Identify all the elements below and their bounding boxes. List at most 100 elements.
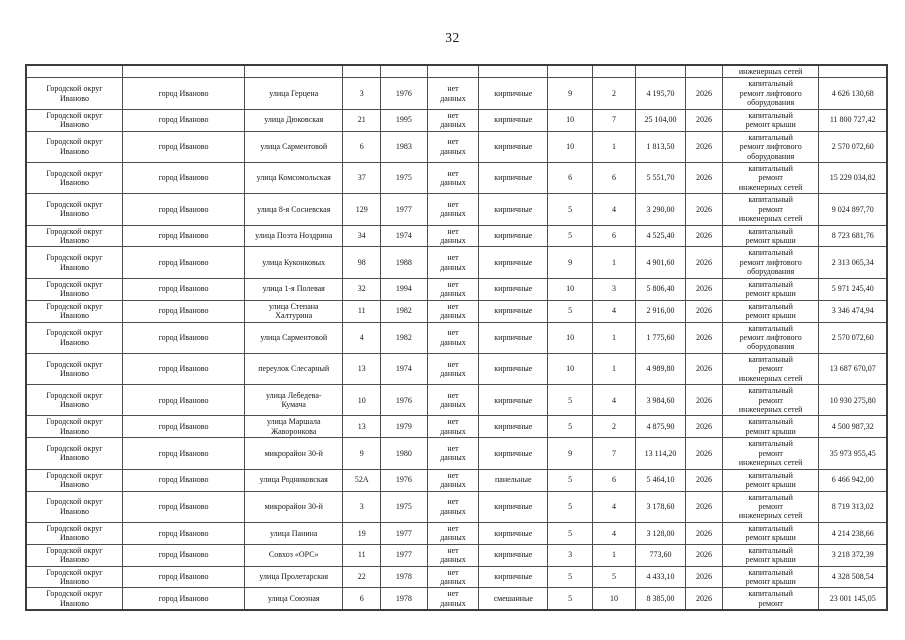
settlement-cell: город Иваново (121, 277, 246, 301)
data-status-cell (426, 64, 480, 79)
planned-year-cell: 2026 (684, 130, 723, 163)
settlement-cell: город Иваново (121, 384, 246, 417)
municipality-cell: Городской округ Иваново (25, 521, 123, 545)
data-status-cell: нет данных (426, 587, 480, 611)
house-number-cell: 129 (342, 193, 382, 226)
street-cell: улица Сарментовой (244, 130, 344, 163)
settlement-cell: город Иваново (121, 437, 246, 470)
settlement-cell (121, 64, 246, 79)
table-row: Городской округ Иваново город Иваново улиц… (25, 321, 888, 354)
house-number-cell: 9 (342, 437, 382, 470)
municipality-cell: Городской округ Иваново (25, 565, 123, 589)
municipality-cell: Городской округ Иваново (25, 321, 123, 354)
data-status-cell: нет данных (426, 415, 480, 439)
data-status-cell: нет данных (426, 543, 480, 567)
data-status-cell: нет данных (426, 384, 480, 417)
floors-cell: 9 (547, 437, 593, 470)
cost-rub-cell: 23 001 145,05 (818, 587, 888, 611)
area-sqm-cell: 4 525,40 (635, 224, 686, 248)
repair-type-cell: капитальный ремонт крыши (721, 543, 820, 567)
year-built-cell: 1994 (380, 277, 428, 301)
repair-type-cell: капитальный ремонт лифтового оборудовани… (721, 246, 820, 279)
street-cell: улица Степана Халтурина (244, 299, 344, 323)
floors-cell (547, 64, 593, 79)
year-built-cell: 1976 (380, 384, 428, 417)
data-status-cell: нет данных (426, 565, 480, 589)
table-row: Городской округ Иваново город Иваново улиц… (25, 384, 888, 417)
planned-year-cell: 2026 (684, 437, 723, 470)
planned-year-cell: 2026 (684, 193, 723, 226)
area-sqm-cell: 4 875,90 (635, 415, 686, 439)
table-row: Городской округ Иваново город Иваново улиц… (25, 130, 888, 163)
street-cell: улица Лебедева- Кумача (244, 384, 344, 417)
cost-rub-cell: 8 719 313,02 (818, 490, 888, 523)
planned-year-cell: 2026 (684, 490, 723, 523)
year-built-cell: 1978 (380, 565, 428, 589)
data-status-cell: нет данных (426, 468, 480, 492)
municipality-cell: Городской округ Иваново (25, 415, 123, 439)
cost-rub-cell: 4 500 987,32 (818, 415, 888, 439)
entrances-cell: 1 (591, 352, 637, 386)
planned-year-cell: 2026 (684, 108, 723, 132)
table-row: Городской округ Иваново город Иваново улиц… (25, 299, 888, 323)
entrances-cell (591, 64, 637, 79)
house-number-cell: 32 (342, 277, 382, 301)
floors-cell: 5 (547, 587, 593, 611)
table-row: Городской округ Иваново город Иваново улиц… (25, 193, 888, 226)
table-row: Городской округ Иваново город Иваново Совх… (25, 543, 888, 567)
floors-cell: 9 (547, 77, 593, 110)
cost-rub-cell: 5 971 245,40 (818, 277, 888, 301)
municipality-cell: Городской округ Иваново (25, 193, 123, 226)
municipality-cell (25, 64, 123, 79)
entrances-cell: 4 (591, 521, 637, 545)
repair-type-cell: капитальный ремонт крыши (721, 468, 820, 492)
floors-cell: 5 (547, 490, 593, 523)
wall-material-cell: кирпичные (478, 384, 549, 417)
table-row: Городской округ Иваново город Иваново улиц… (25, 415, 888, 439)
planned-year-cell: 2026 (684, 384, 723, 417)
table-row: Городской округ Иваново город Иваново улиц… (25, 161, 888, 195)
street-cell: улица Куконковых (244, 246, 344, 279)
wall-material-cell: кирпичные (478, 352, 549, 386)
wall-material-cell: кирпичные (478, 130, 549, 163)
planned-year-cell: 2026 (684, 352, 723, 386)
municipality-cell: Городской округ Иваново (25, 246, 123, 279)
year-built-cell: 1975 (380, 161, 428, 195)
entrances-cell: 4 (591, 193, 637, 226)
table-row: Городской округ Иваново город Иваново пере… (25, 352, 888, 386)
data-status-cell: нет данных (426, 108, 480, 132)
wall-material-cell: кирпичные (478, 77, 549, 110)
area-sqm-cell: 4 901,60 (635, 246, 686, 279)
repair-type-cell: капитальный ремонт инженерных сетей (721, 161, 820, 195)
entrances-cell: 7 (591, 437, 637, 470)
municipality-cell: Городской округ Иваново (25, 277, 123, 301)
settlement-cell: город Иваново (121, 246, 246, 279)
repair-table: инженерных сетей Городской округ Иваново г… (25, 64, 888, 612)
year-built-cell: 1976 (380, 468, 428, 492)
municipality-cell: Городской округ Иваново (25, 490, 123, 523)
data-status-cell: нет данных (426, 161, 480, 195)
page-number: 32 (445, 30, 460, 45)
settlement-cell: город Иваново (121, 130, 246, 163)
floors-cell: 10 (547, 352, 593, 386)
house-number-cell: 22 (342, 565, 382, 589)
settlement-cell: город Иваново (121, 108, 246, 132)
repair-type-cell: капитальный ремонт лифтового оборудовани… (721, 321, 820, 354)
house-number-cell: 6 (342, 587, 382, 611)
year-built-cell: 1975 (380, 490, 428, 523)
entrances-cell: 1 (591, 130, 637, 163)
wall-material-cell: смешанные (478, 587, 549, 611)
data-status-cell: нет данных (426, 277, 480, 301)
street-cell: улица Родниковская (244, 468, 344, 492)
year-built-cell: 1980 (380, 437, 428, 470)
area-sqm-cell: 5 464,10 (635, 468, 686, 492)
entrances-cell: 6 (591, 161, 637, 195)
street-cell: улица Сарментовой (244, 321, 344, 354)
house-number-cell: 52А (342, 468, 382, 492)
street-cell: улица Панина (244, 521, 344, 545)
table-row: Городской округ Иваново город Иваново улиц… (25, 468, 888, 492)
floors-cell: 5 (547, 565, 593, 589)
municipality-cell: Городской округ Иваново (25, 437, 123, 470)
settlement-cell: город Иваново (121, 299, 246, 323)
table-row: Городской округ Иваново город Иваново микр… (25, 490, 888, 523)
